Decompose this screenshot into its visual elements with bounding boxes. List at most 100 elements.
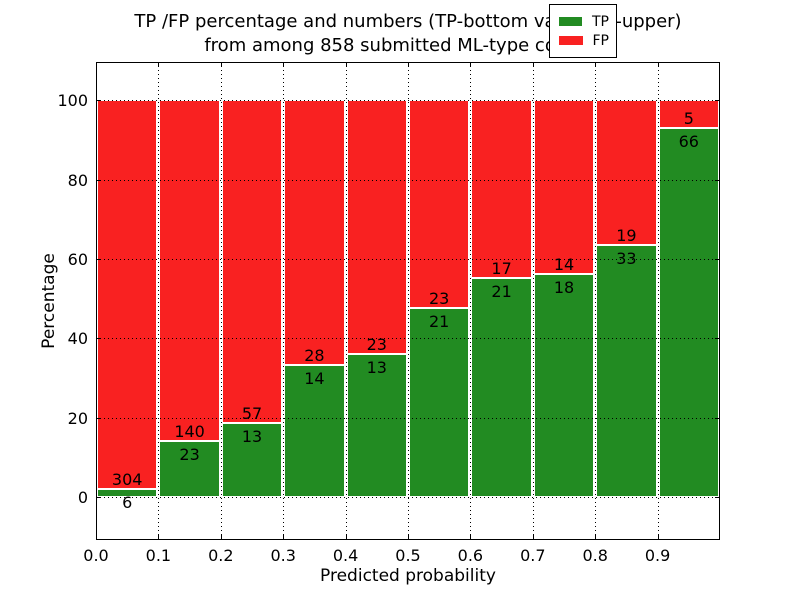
tp-bar-segment <box>658 128 719 498</box>
tp-count-label: 33 <box>616 249 637 269</box>
fp-legend-swatch-icon <box>558 35 584 46</box>
x-tick-mark <box>532 535 534 540</box>
chart-title: TP /FP percentage and numbers (TP-bottom… <box>96 10 720 58</box>
tp-bar-segment <box>284 364 345 498</box>
tp-count-label: 14 <box>304 368 325 388</box>
fp-bar-segment <box>409 100 470 308</box>
chart-title-line1: TP /FP percentage and numbers (TP-bottom… <box>134 11 682 32</box>
tp-bar-segment <box>97 489 158 498</box>
y-tick-mark <box>96 179 101 181</box>
legend-label-fp: FP <box>592 32 610 49</box>
gridline-vertical <box>657 62 659 540</box>
tp-bar-segment <box>471 277 532 498</box>
fp-bar-segment <box>284 100 345 365</box>
x-tick-mark <box>408 535 409 540</box>
x-axis-label: Predicted probability <box>320 566 496 586</box>
x-tick-mark-top <box>283 62 285 67</box>
gridline-vertical <box>595 62 597 540</box>
fp-bar-segment <box>159 100 220 442</box>
tp-bar-segment <box>533 273 595 498</box>
x-tick-label: 0.1 <box>145 546 172 565</box>
y-tick-label: 20 <box>67 408 88 428</box>
y-tick-mark <box>96 100 101 102</box>
x-tick-mark <box>96 535 97 540</box>
y-tick-mark-right <box>715 338 720 340</box>
fp-count-label: 57 <box>241 404 263 424</box>
y-tick-mark-right <box>715 497 720 499</box>
legend-item-fp: FP <box>558 32 609 49</box>
y-tick-label: 0 <box>77 488 88 508</box>
tp-bar-segment <box>409 307 470 498</box>
x-tick-mark <box>345 535 347 540</box>
fp-count-label: 23 <box>429 288 450 308</box>
fp-bar-segment <box>533 100 595 274</box>
y-tick-mark <box>96 258 101 260</box>
chart-title-line2: from among 858 submitted ML-type contact… <box>204 35 612 56</box>
fp-count-label: 23 <box>366 334 387 354</box>
gridline-vertical <box>532 62 534 540</box>
y-tick-label: 60 <box>67 249 88 269</box>
x-tick-label: 0.4 <box>332 546 359 565</box>
gridline-vertical <box>408 62 409 540</box>
legend: TP FP <box>549 4 617 58</box>
x-tick-label: 0.9 <box>644 546 671 565</box>
y-tick-mark <box>96 497 101 499</box>
y-tick-mark-right <box>715 179 720 181</box>
tp-count-label: 21 <box>429 311 450 331</box>
x-tick-mark <box>657 535 659 540</box>
x-tick-mark <box>220 535 222 540</box>
y-tick-mark <box>96 338 101 340</box>
x-tick-label: 0.5 <box>395 546 421 565</box>
tp-count-label: 6 <box>122 493 133 513</box>
x-tick-mark <box>283 535 285 540</box>
x-tick-mark-top <box>96 62 97 67</box>
fp-count-label: 19 <box>616 226 637 246</box>
gridline-vertical <box>345 62 347 540</box>
fp-bar-segment <box>596 100 657 246</box>
fp-count-label: 140 <box>174 422 205 442</box>
fp-count-label: 14 <box>553 254 575 274</box>
fp-count-label: 5 <box>683 109 694 129</box>
x-tick-mark-top <box>657 62 659 67</box>
fp-count-label: 304 <box>111 470 143 490</box>
y-tick-mark-right <box>715 417 720 419</box>
fp-bar-segment <box>471 100 532 278</box>
x-tick-mark-top <box>470 62 472 67</box>
legend-item-tp: TP <box>558 13 609 30</box>
tp-count-label: 13 <box>366 357 387 377</box>
x-tick-label: 0.8 <box>582 546 608 565</box>
fp-bar-segment <box>346 100 407 354</box>
gridline-vertical <box>470 62 472 540</box>
tp-bar-segment <box>159 441 220 498</box>
y-tick-mark-right <box>715 100 720 102</box>
y-tick-label: 80 <box>67 170 88 190</box>
fp-count-label: 28 <box>304 345 325 365</box>
tp-count-label: 66 <box>678 132 699 152</box>
gridline-vertical <box>283 62 285 540</box>
x-tick-label: 0.2 <box>208 546 234 565</box>
tp-count-label: 13 <box>241 427 263 447</box>
y-tick-label: 40 <box>67 329 88 349</box>
x-tick-mark-top <box>408 62 409 67</box>
x-tick-mark-top <box>595 62 597 67</box>
y-tick-mark-right <box>715 258 720 260</box>
fp-bar-segment <box>221 100 283 424</box>
gridline-vertical <box>158 62 160 540</box>
tp-legend-swatch-icon <box>558 16 583 27</box>
x-tick-mark <box>470 535 472 540</box>
x-tick-mark-top <box>532 62 534 67</box>
gridline-vertical <box>220 62 222 540</box>
fp-count-label: 17 <box>491 258 512 278</box>
y-tick-mark <box>96 417 101 419</box>
x-tick-label: 0.7 <box>520 546 546 565</box>
x-tick-mark <box>595 535 597 540</box>
x-tick-mark <box>158 535 160 540</box>
x-tick-mark-top <box>345 62 347 67</box>
tp-count-label: 18 <box>553 277 575 297</box>
x-tick-mark-top <box>158 62 160 67</box>
x-tick-label: 0.3 <box>270 546 296 565</box>
tp-bar-segment <box>596 245 657 498</box>
y-tick-label: 100 <box>57 91 88 111</box>
fp-bar-segment <box>658 100 719 129</box>
legend-label-tp: TP <box>592 13 609 30</box>
